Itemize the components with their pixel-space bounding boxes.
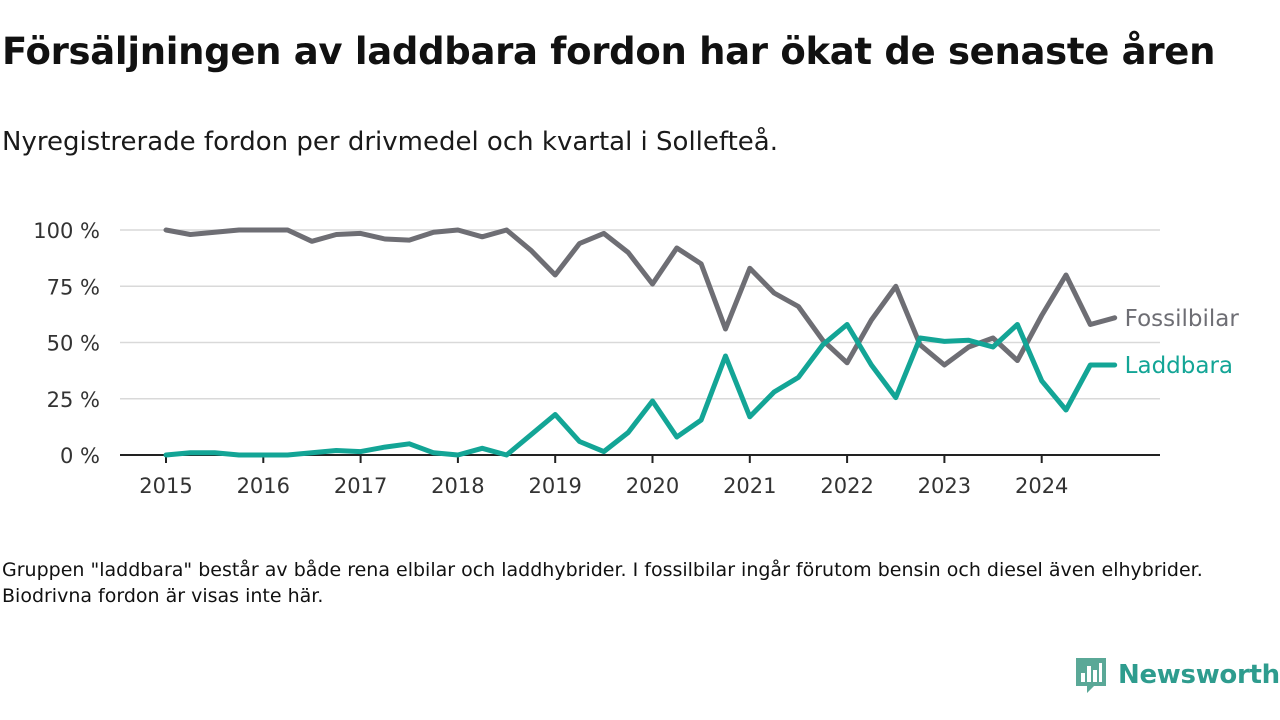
y-tick-label: 25 % — [47, 388, 100, 412]
x-tick-label: 2018 — [431, 474, 484, 498]
series-line-laddbara — [163, 322, 1118, 458]
y-tick-label: 100 % — [33, 219, 100, 243]
x-tick-label: 2020 — [626, 474, 679, 498]
y-tick-label: 50 % — [47, 332, 100, 356]
grid-lines — [120, 229, 1160, 400]
x-tick-label: 2019 — [528, 474, 581, 498]
chart-title: Försäljningen av laddbara fordon har öka… — [2, 30, 1216, 73]
x-axis: 2015 2016 2017 2018 2019 2020 2021 2022 2023 2024 — [120, 454, 1160, 498]
legend-label-fossilbilar: Fossilbilar — [1125, 306, 1240, 332]
x-tick-label: 2017 — [334, 474, 387, 498]
chart-subtitle: Nyregistrerade fordon per drivmedel och … — [2, 127, 778, 157]
series-lines — [163, 227, 1118, 458]
brand-logo[interactable]: Newsworthy — [1074, 655, 1280, 695]
x-tick-label: 2016 — [237, 474, 290, 498]
x-tick-label: 2022 — [820, 474, 873, 498]
y-tick-label: 0 % — [60, 444, 100, 468]
series-line-fossilbilar — [163, 227, 1118, 368]
newsworthy-logo-icon — [1076, 658, 1106, 693]
legend-label-laddbara: Laddbara — [1125, 353, 1233, 379]
footnote: Gruppen "laddbara" består av både rena e… — [2, 559, 1203, 607]
x-tick-label: 2015 — [139, 474, 192, 498]
brand-name: Newsworthy — [1118, 660, 1280, 690]
inline-legend: Fossilbilar Laddbara — [1125, 306, 1240, 379]
y-axis-ticks: 0 % 25 % 50 % 75 % 100 % — [33, 219, 100, 468]
y-tick-label: 75 % — [47, 275, 100, 299]
x-tick-label: 2024 — [1015, 474, 1068, 498]
x-tick-label: 2021 — [723, 474, 776, 498]
x-tick-label: 2023 — [918, 474, 971, 498]
